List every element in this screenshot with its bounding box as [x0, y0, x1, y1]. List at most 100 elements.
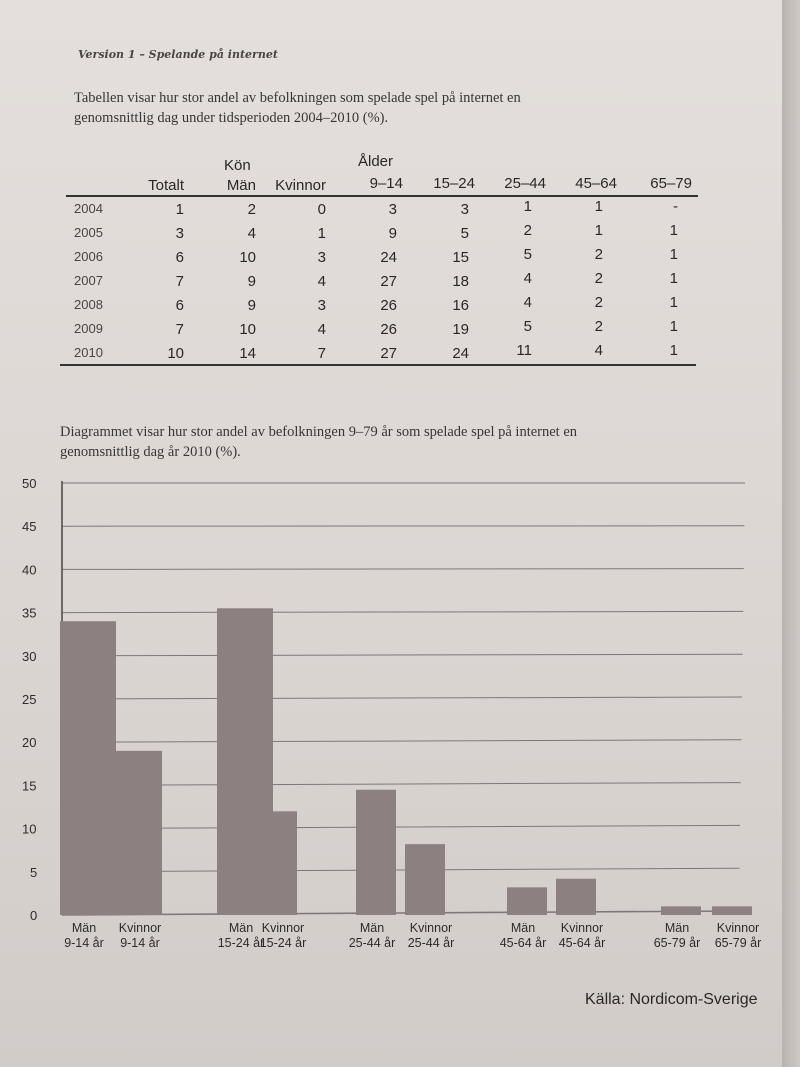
- table-cell: 1: [669, 222, 678, 239]
- source-credit: Källa: Nordicom-Sverige: [585, 991, 758, 1008]
- row-year: 2010: [74, 345, 103, 360]
- table-cell: 2: [523, 222, 532, 239]
- table-cell: 9: [388, 225, 397, 242]
- table-cell: 1: [594, 222, 603, 239]
- bar: [712, 906, 752, 915]
- table-cell: 9: [247, 297, 256, 314]
- table-cell: 26: [380, 297, 397, 314]
- table-cell: 4: [317, 273, 326, 290]
- table-cell: 10: [239, 321, 256, 338]
- y-tick-label: 40: [22, 562, 36, 577]
- table-cell: 1: [669, 318, 678, 335]
- y-tick-label: 25: [22, 692, 36, 707]
- gridline: [61, 782, 741, 786]
- x-tick-label: 9-14 år: [64, 936, 104, 950]
- y-tick-label: 20: [22, 735, 36, 750]
- table-cell: 18: [452, 273, 469, 290]
- x-tick-label: Kvinnor: [262, 921, 304, 935]
- bar: [661, 906, 701, 915]
- table-cell: 19: [452, 321, 469, 338]
- table-cell: 24: [380, 249, 397, 266]
- table-cell: 3: [317, 297, 326, 314]
- bar: [257, 811, 297, 915]
- column-header-man: Män: [226, 177, 256, 194]
- x-tick-label: 9-14 år: [120, 936, 160, 950]
- table-top-rule: [66, 195, 698, 197]
- table-caption-line-2: genomsnittlig dag under tidsperioden 200…: [74, 110, 389, 126]
- bar: [106, 750, 162, 915]
- row-year: 2007: [74, 273, 103, 288]
- row-year: 2008: [74, 297, 103, 312]
- table-cell: 4: [523, 270, 532, 287]
- chart-caption-line-1: Diagrammet visar hur stor andel av befol…: [60, 424, 578, 440]
- table-cell: 7: [317, 345, 326, 362]
- x-tick-label: 25-44 år: [408, 936, 455, 950]
- table-cell: 3: [175, 225, 184, 242]
- table-cell: 1: [594, 198, 603, 215]
- column-header-kvinnor: Kvinnor: [275, 177, 326, 194]
- table-cell: 10: [167, 345, 184, 362]
- group-header-alder: Ålder: [358, 153, 394, 170]
- group-header-kon: Kön: [224, 157, 251, 174]
- x-tick-label: 45-64 år: [559, 936, 606, 950]
- x-tick-label: 65-79 år: [654, 936, 701, 950]
- y-tick-label: 30: [22, 649, 36, 664]
- x-tick-label: 45-64 år: [500, 936, 547, 950]
- y-tick-label: 5: [30, 865, 37, 880]
- gridline: [61, 867, 740, 873]
- running-head: Version 1 – Spelande på internet: [78, 48, 278, 61]
- gridline: [61, 824, 741, 830]
- table-cell: 2: [594, 246, 603, 263]
- bar: [405, 844, 445, 915]
- x-tick-label: Män: [665, 921, 689, 935]
- gridline: [61, 653, 743, 657]
- table-cell: 4: [317, 321, 326, 338]
- table-bottom-rule: [60, 364, 696, 366]
- x-tick-label: Män: [72, 921, 96, 935]
- table-cell: 1: [669, 246, 678, 263]
- x-tick-label: Män: [229, 921, 253, 935]
- chart-caption-line-2: genomsnittlig dag år 2010 (%).: [60, 444, 241, 460]
- row-year: 2009: [74, 321, 103, 336]
- table-cell: 2: [594, 270, 603, 287]
- table-cell: 15: [452, 249, 469, 266]
- table-cell: 14: [239, 345, 256, 362]
- table-cell: 2: [594, 294, 603, 311]
- data-table: Kön Ålder Totalt Män Kvinnor 9–14 15–24 25–44…: [0, 0, 800, 400]
- table-cell: 5: [523, 318, 532, 335]
- table-cell: 2: [594, 318, 603, 335]
- x-tick-label: Män: [360, 921, 384, 935]
- table-cell: 6: [175, 249, 184, 266]
- table-cell: 1: [317, 225, 326, 242]
- table-cell: 9: [247, 273, 256, 290]
- table-cell: 3: [460, 201, 469, 218]
- column-header-65-79: 65–79: [650, 175, 692, 192]
- table-caption-line-1: Tabellen visar hur stor andel av befolkn…: [74, 90, 521, 106]
- gridline: [61, 610, 744, 614]
- table-cell: 26: [380, 321, 397, 338]
- bar: [556, 878, 596, 915]
- table-cell: 7: [175, 273, 184, 290]
- table-cell: 1: [669, 270, 678, 287]
- table-cell: 3: [388, 201, 397, 218]
- x-tick-label: 25-44 år: [349, 936, 396, 950]
- chart-caption: Diagrammet visar hur stor andel av befol…: [60, 422, 720, 462]
- row-year: 2005: [74, 225, 103, 240]
- y-tick-label: 45: [22, 519, 36, 534]
- table-cell: 27: [380, 345, 397, 362]
- table-cell: 7: [175, 321, 184, 338]
- gridline: [61, 568, 744, 570]
- y-tick-label: 50: [22, 476, 36, 491]
- table-cell: -: [673, 198, 678, 215]
- table-cell: 4: [594, 342, 603, 359]
- column-header-25-44: 25–44: [504, 175, 546, 192]
- table-cell: 16: [452, 297, 469, 314]
- table-cell: 5: [460, 225, 469, 242]
- table-cell: 1: [669, 294, 678, 311]
- x-tick-label: Män: [511, 921, 535, 935]
- table-cell: 27: [380, 273, 397, 290]
- y-tick-label: 15: [22, 778, 36, 793]
- table-cell: 1: [175, 201, 184, 218]
- x-tick-label: 15-24 år: [218, 936, 265, 950]
